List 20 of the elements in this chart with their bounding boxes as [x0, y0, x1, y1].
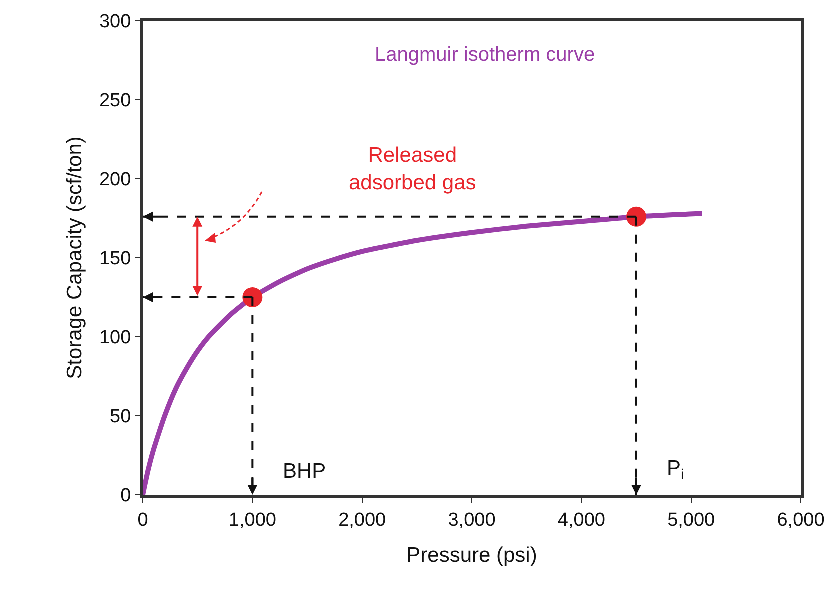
x-tick-label: 0 — [138, 510, 148, 531]
y-axis-title: Storage Capacity (scf/ton) — [64, 136, 87, 380]
annotation: BHP — [283, 460, 326, 483]
y-tick-label: 100 — [99, 328, 132, 349]
x-tick-label: 6,000 — [777, 510, 825, 531]
y-tick-label: 0 — [120, 486, 132, 507]
x-tick-label: 4,000 — [558, 510, 606, 531]
annotation: P$_{i}$ — [667, 457, 684, 484]
y-tick-label: 250 — [99, 90, 132, 112]
y-tick-label: 300 — [99, 12, 132, 33]
annotation: Released adsorbed gas — [349, 144, 476, 194]
y-tick-label: 50 — [110, 406, 132, 428]
x-tick-label: 5,000 — [668, 510, 716, 531]
x-tick-label: 2,000 — [338, 510, 386, 531]
x-tick-label: 1,000 — [228, 510, 276, 531]
y-tick-label: 150 — [99, 248, 132, 270]
text: Langmuir isotherm curve — [375, 44, 596, 66]
y-tick-label: 200 — [99, 170, 132, 191]
x-tick-label: 3,000 — [448, 510, 496, 531]
x-axis-title: Pressure (psi) — [406, 544, 538, 567]
